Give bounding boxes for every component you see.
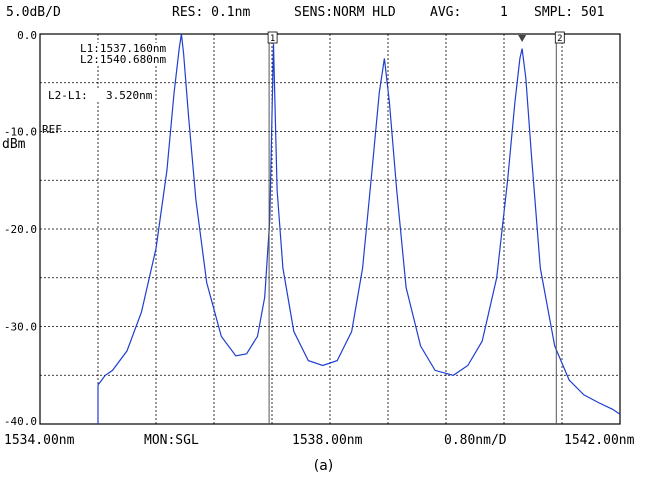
y-unit-label: dBm (2, 137, 26, 152)
monitor-mode-label: MON:SGL (144, 433, 199, 448)
marker-l1-readout: L1:1537.160nm (80, 42, 167, 55)
spectrum-trace (97, 33, 621, 424)
x-start-label: 1534.00nm (4, 433, 75, 448)
marker-1-tag: 1 (270, 34, 275, 44)
sensitivity-label: SENS:NORM HLD (294, 5, 396, 20)
span-per-div-label: 0.80nm/D (444, 433, 507, 448)
marker-l2-readout: L2:1540.680nm (80, 53, 167, 66)
y-tick-label: -30.0 (4, 321, 37, 334)
peak-marker-icon (518, 35, 527, 42)
scale-label: 5.0dB/D (6, 5, 61, 20)
marker-1-tag-box[interactable] (267, 31, 278, 44)
marker-2-tag: 2 (557, 34, 562, 44)
ref-label: REF (42, 123, 62, 136)
marker-readout: L1:1537.160nm L2:1540.680nm (78, 42, 169, 66)
y-tick-label: -10.0 (4, 126, 37, 139)
samples-label: SMPL: 501 (534, 5, 605, 20)
figure-caption: (a) (313, 458, 334, 474)
marker-2-tag-box[interactable] (554, 31, 565, 44)
y-tick-label: 0.0 (17, 29, 37, 42)
y-tick-labels: 0.0 -10.0 -20.0 -30.0 -40.0 (4, 29, 37, 428)
delta-readout: L2-L1: 3.520nm (44, 88, 152, 102)
average-label: AVG: (430, 5, 462, 20)
resolution-label: RES: 0.1nm (172, 5, 251, 20)
y-tick-label: -40.0 (4, 415, 37, 428)
y-tick-label: -20.0 (4, 223, 37, 236)
x-center-label: 1538.00nm (292, 433, 363, 448)
delta-value: 3.520nm (106, 89, 153, 102)
delta-label: L2-L1: (48, 89, 88, 102)
x-stop-label: 1542.00nm (564, 433, 635, 448)
average-value: 1 (500, 5, 508, 20)
